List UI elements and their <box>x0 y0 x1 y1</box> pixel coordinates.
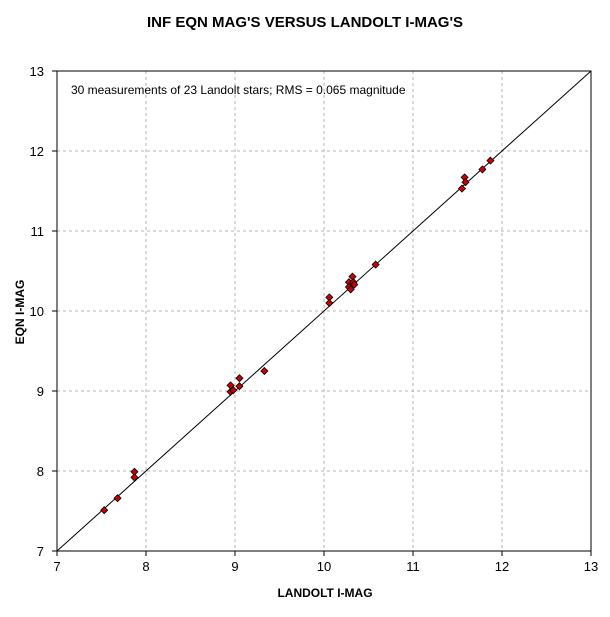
reference-line <box>56 70 592 552</box>
x-tick-label: 11 <box>406 559 420 574</box>
data-point <box>350 280 359 289</box>
x-tick-label: 8 <box>142 559 149 574</box>
data-point <box>486 156 495 165</box>
reference-line-group <box>56 70 592 552</box>
data-point <box>130 473 139 482</box>
data-point <box>457 184 467 193</box>
data-point <box>260 366 269 376</box>
tick-labels: 7 8 9 10 11 12 13 7 8 9 10 11 12 13 <box>30 64 599 574</box>
data-point <box>371 260 380 269</box>
data-point <box>100 506 109 515</box>
y-tick-label: 10 <box>30 304 44 319</box>
data-point <box>325 298 334 308</box>
y-axis-label: EQN I-MAG <box>13 280 27 345</box>
x-tick-label: 9 <box>231 559 238 574</box>
x-tick-label: 13 <box>584 559 598 574</box>
data-point <box>478 165 487 174</box>
y-tick-label: 12 <box>30 144 44 159</box>
x-tick-label: 12 <box>495 559 509 574</box>
data-point <box>461 178 470 187</box>
chart-title: INF EQN MAG'S VERSUS LANDOLT I-MAG'S <box>147 14 463 31</box>
x-tick-label: 10 <box>317 559 331 574</box>
data-point <box>346 285 355 294</box>
y-tick-label: 13 <box>30 64 44 79</box>
x-tick-label: 7 <box>53 559 60 574</box>
y-tick-label: 11 <box>31 224 45 239</box>
data-points <box>100 156 495 515</box>
y-tick-label: 9 <box>37 384 44 399</box>
y-tick-label: 7 <box>37 544 44 559</box>
data-point <box>235 374 244 383</box>
chart-annotation: 30 measurements of 23 Landolt stars; RMS… <box>71 83 406 97</box>
data-point <box>113 494 122 503</box>
data-point <box>235 382 244 391</box>
x-axis-label: LANDOLT I-MAG <box>277 586 372 600</box>
data-point <box>229 386 238 395</box>
y-tick-label: 8 <box>37 464 44 479</box>
